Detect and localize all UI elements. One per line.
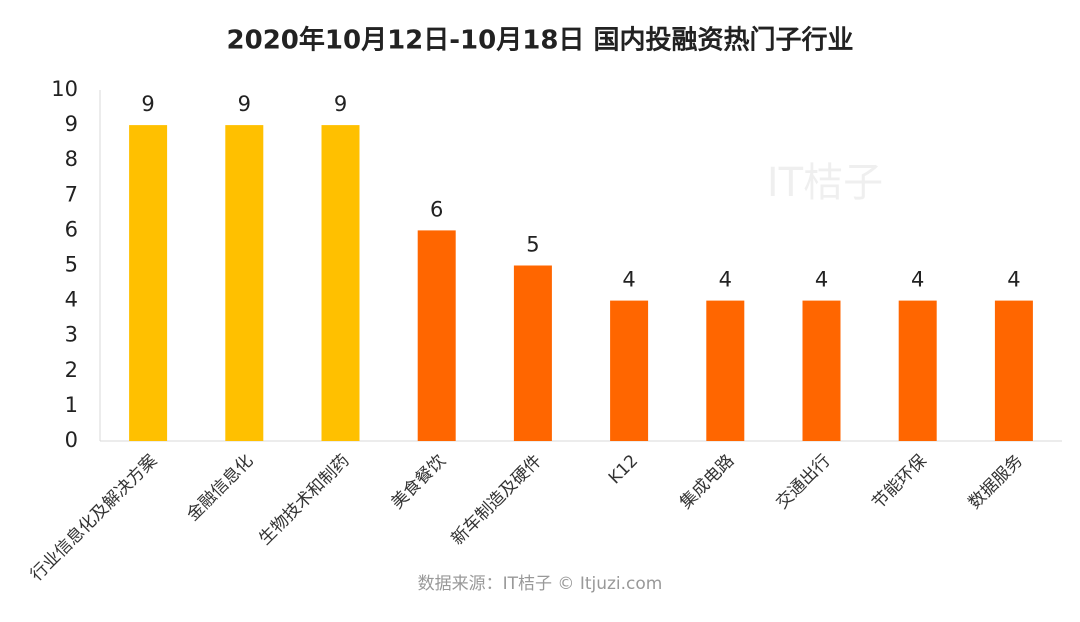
y-tick-label: 2 (65, 358, 78, 382)
watermark: IT桔子 (767, 160, 883, 206)
bar (994, 300, 1033, 441)
data-label: 4 (1007, 268, 1020, 292)
source-note: 数据来源：IT桔子 © Itjuzi.com (418, 574, 663, 594)
data-label: 4 (622, 268, 635, 292)
y-tick-label: 3 (65, 323, 78, 347)
data-label: 4 (719, 268, 732, 292)
y-tick-label: 1 (65, 393, 78, 417)
bar (802, 300, 841, 441)
y-tick-label: 8 (65, 147, 78, 171)
data-label: 4 (911, 268, 924, 292)
bar (706, 300, 745, 441)
data-label: 9 (334, 92, 347, 116)
y-tick-label: 6 (65, 217, 78, 241)
bar (321, 125, 360, 441)
bar (225, 125, 264, 441)
data-label: 6 (430, 197, 443, 221)
data-label: 4 (815, 268, 828, 292)
bar (513, 265, 552, 441)
y-tick-label: 5 (65, 253, 78, 277)
y-tick-label: 10 (51, 77, 78, 101)
bar (129, 125, 168, 441)
bar (898, 300, 937, 441)
bar (610, 300, 649, 441)
data-label: 9 (141, 92, 154, 116)
chart-title: 2020年10月12日-10月18日 国内投融资热门子行业 (227, 25, 854, 56)
y-tick-label: 7 (65, 182, 78, 206)
y-tick-label: 0 (65, 428, 78, 452)
data-label: 5 (526, 233, 539, 257)
data-label: 9 (238, 92, 251, 116)
y-tick-label: 9 (65, 112, 78, 136)
bar (417, 230, 456, 441)
y-tick-label: 4 (65, 288, 78, 312)
